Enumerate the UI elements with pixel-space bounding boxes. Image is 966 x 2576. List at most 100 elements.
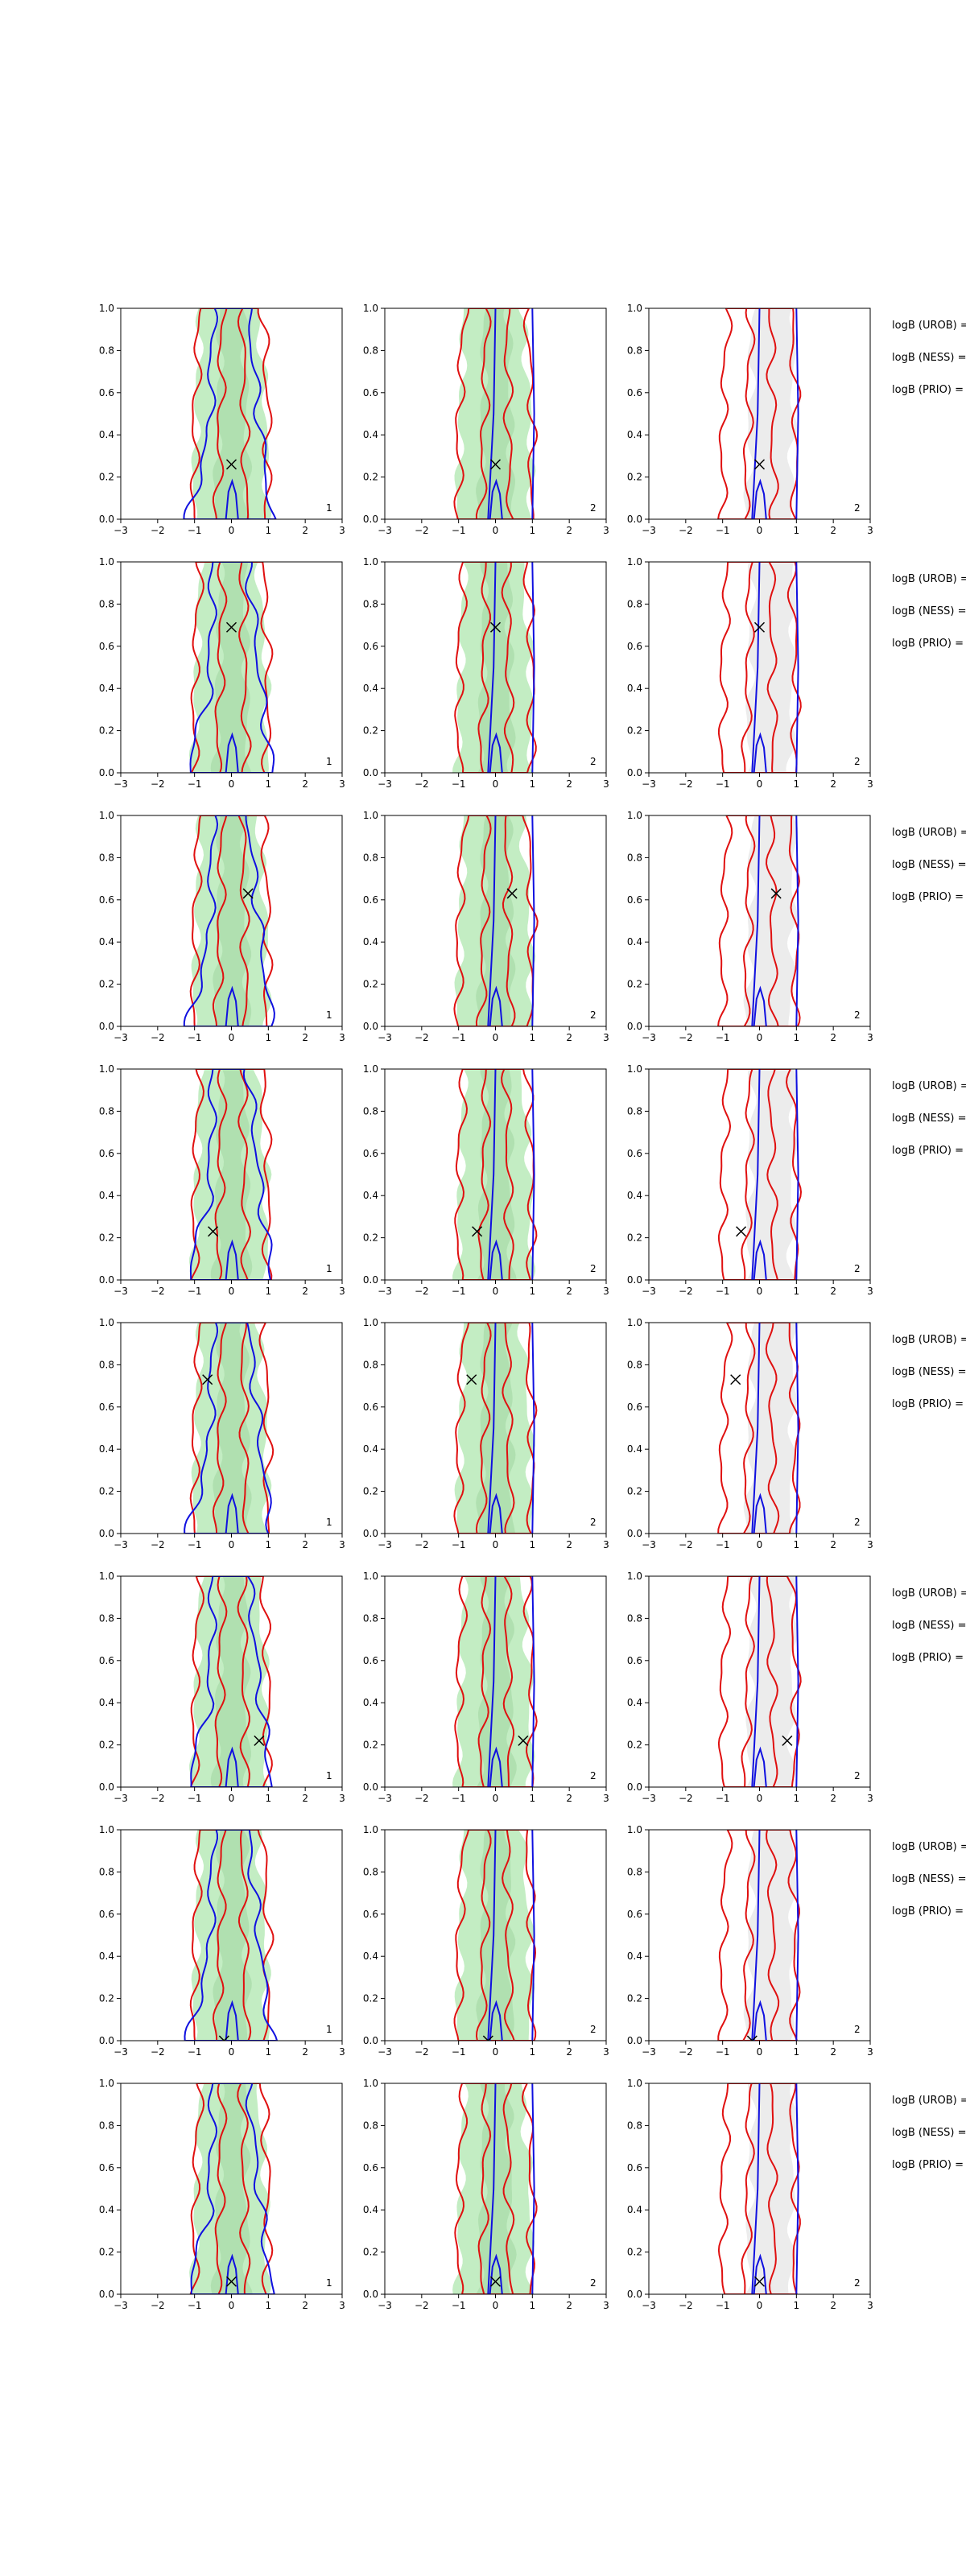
logb-label: logB (NESS) = [892, 352, 966, 364]
x-tick-label: −3 [114, 1032, 128, 1043]
red-contour-inner [214, 2083, 251, 2294]
x-marker [225, 621, 237, 633]
x-tick-label: 2 [302, 1793, 308, 1804]
x-tick-label: 1 [530, 2300, 536, 2311]
red-contour-outer [189, 1576, 273, 1787]
x-tick-label: 3 [867, 1032, 873, 1043]
y-tick-label: 0.8 [99, 1359, 114, 1370]
blue-contour-arc [225, 478, 239, 519]
x-tick-label: 0 [757, 2046, 763, 2058]
x-tick-label: 0 [757, 525, 763, 536]
red-contour-inner [741, 1576, 778, 1787]
blue-contour-arc [489, 1492, 503, 1534]
x-tick-label: −3 [378, 525, 392, 536]
y-tick-label: 1.0 [363, 810, 378, 821]
logb-label: logB (NESS) = [892, 1873, 966, 1885]
x-tick-label: −1 [452, 778, 466, 790]
blue-contour-arc [753, 1492, 767, 1534]
y-tick-label: 0.2 [99, 1232, 114, 1244]
x-tick-label: 0 [757, 2300, 763, 2311]
y-tick-label: 0.0 [627, 1528, 642, 1539]
x-tick-label: −3 [378, 1539, 392, 1550]
x-tick-label: −2 [415, 525, 429, 536]
y-tick-label: 0.8 [99, 1105, 114, 1117]
x-tick-label: 2 [830, 1793, 836, 1804]
blue-contour-left [751, 2083, 761, 2294]
y-tick-label: 0.4 [627, 429, 642, 440]
blue-contour-arc [489, 732, 503, 773]
x-tick-label: 2 [830, 778, 836, 790]
blue-contour-arc [225, 1492, 239, 1534]
x-tick-label: 0 [757, 1793, 763, 1804]
panel-number: 2 [590, 1770, 597, 1781]
y-tick-label: 0.0 [99, 1021, 114, 1032]
logb-label: logB (PRIO) = [892, 1905, 964, 1918]
y-tick-label: 0.8 [627, 1105, 642, 1117]
x-tick-label: 2 [830, 525, 836, 536]
y-tick-label: 1.0 [363, 2078, 378, 2089]
x-tick-label: −3 [642, 1286, 656, 1297]
red-contour-inner [742, 815, 779, 1026]
y-tick-label: 0.0 [363, 1528, 378, 1539]
red-contour-inner [475, 1830, 515, 2041]
gray-density-region [743, 1830, 798, 2041]
x-marker [242, 888, 254, 899]
y-tick-label: 0.0 [627, 2035, 642, 2046]
logb-label: logB (UROB) = [892, 2095, 966, 2107]
blue-contour-left [487, 1069, 497, 1280]
y-tick-label: 0.4 [627, 683, 642, 694]
x-tick-label: 2 [830, 1539, 836, 1550]
y-tick-label: 1.0 [627, 1063, 642, 1075]
x-tick-label: −3 [114, 1286, 128, 1297]
x-tick-label: −3 [642, 525, 656, 536]
y-tick-label: 0.4 [99, 2204, 114, 2215]
panel-r7-c2: −3 −2 −1 0 1 2 30.00.20.40.60.81.02 [363, 1824, 609, 2058]
y-tick-label: 1.0 [627, 1317, 642, 1328]
x-marker [782, 1735, 793, 1746]
panel-r6-c2: −3 −2 −1 0 1 2 3 0.0 0.2 0.4 0.6 0.8 1.0 2 [363, 1571, 609, 1804]
x-tick-label: 3 [603, 778, 609, 790]
x-tick-label: 3 [603, 1539, 609, 1550]
x-tick-label: 1 [794, 2300, 800, 2311]
y-tick-label: 1.0 [627, 1571, 642, 1582]
panel-r1-c1: −3 −2 −1 0 1 2 3 0.0 0.2 0.4 0.6 0.8 1.0 1 [99, 303, 345, 536]
x-tick-label: 2 [830, 2300, 836, 2311]
panel-r4-c2: −3 −2 −1 0 1 2 3 0.0 0.2 0.4 0.6 0.8 1.0 2 [363, 1063, 609, 1297]
x-tick-label: 2 [830, 1032, 836, 1043]
red-contour-outer [453, 815, 539, 1026]
x-tick-label: 1 [530, 525, 536, 536]
blue-contour-arc [489, 478, 503, 519]
y-tick-label: 1.0 [363, 1824, 378, 1835]
red-contour-inner [475, 1323, 515, 1534]
y-tick-label: 0.8 [99, 1866, 114, 1877]
y-tick-label: 0.8 [363, 1612, 378, 1624]
x-marker [489, 2276, 502, 2287]
y-tick-label: 0.4 [99, 429, 114, 440]
logb-label: logB (NESS) = [892, 2127, 966, 2139]
y-tick-label: 0.0 [627, 1274, 642, 1286]
y-tick-label: 0.2 [627, 725, 642, 737]
x-marker [746, 2035, 758, 2041]
x-tick-label: 2 [830, 2046, 836, 2058]
y-tick-label: 1.0 [99, 1063, 114, 1075]
logb-label: logB (PRIO) = [892, 891, 964, 903]
x-tick-label: −3 [378, 1032, 392, 1043]
x-tick-label: −3 [114, 2046, 128, 2058]
blue-contour-left [487, 308, 497, 519]
x-marker [225, 459, 237, 470]
x-tick-label: −3 [378, 2300, 392, 2311]
y-tick-label: 1.0 [627, 810, 642, 821]
x-marker [753, 2276, 766, 2287]
blue-contour-arc [225, 1746, 239, 1787]
x-tick-label: −3 [114, 778, 128, 790]
green-core-region [476, 308, 515, 519]
blue-contour-left [751, 1576, 761, 1787]
y-tick-label: 0.8 [99, 345, 114, 356]
x-marker [489, 459, 502, 470]
x-marker [506, 888, 518, 899]
y-tick-label: 0.6 [363, 1909, 378, 1920]
blue-contour [183, 308, 277, 519]
x-tick-label: −1 [452, 2300, 466, 2311]
x-tick-label: −1 [188, 1539, 202, 1550]
red-contour-inner [212, 308, 251, 519]
